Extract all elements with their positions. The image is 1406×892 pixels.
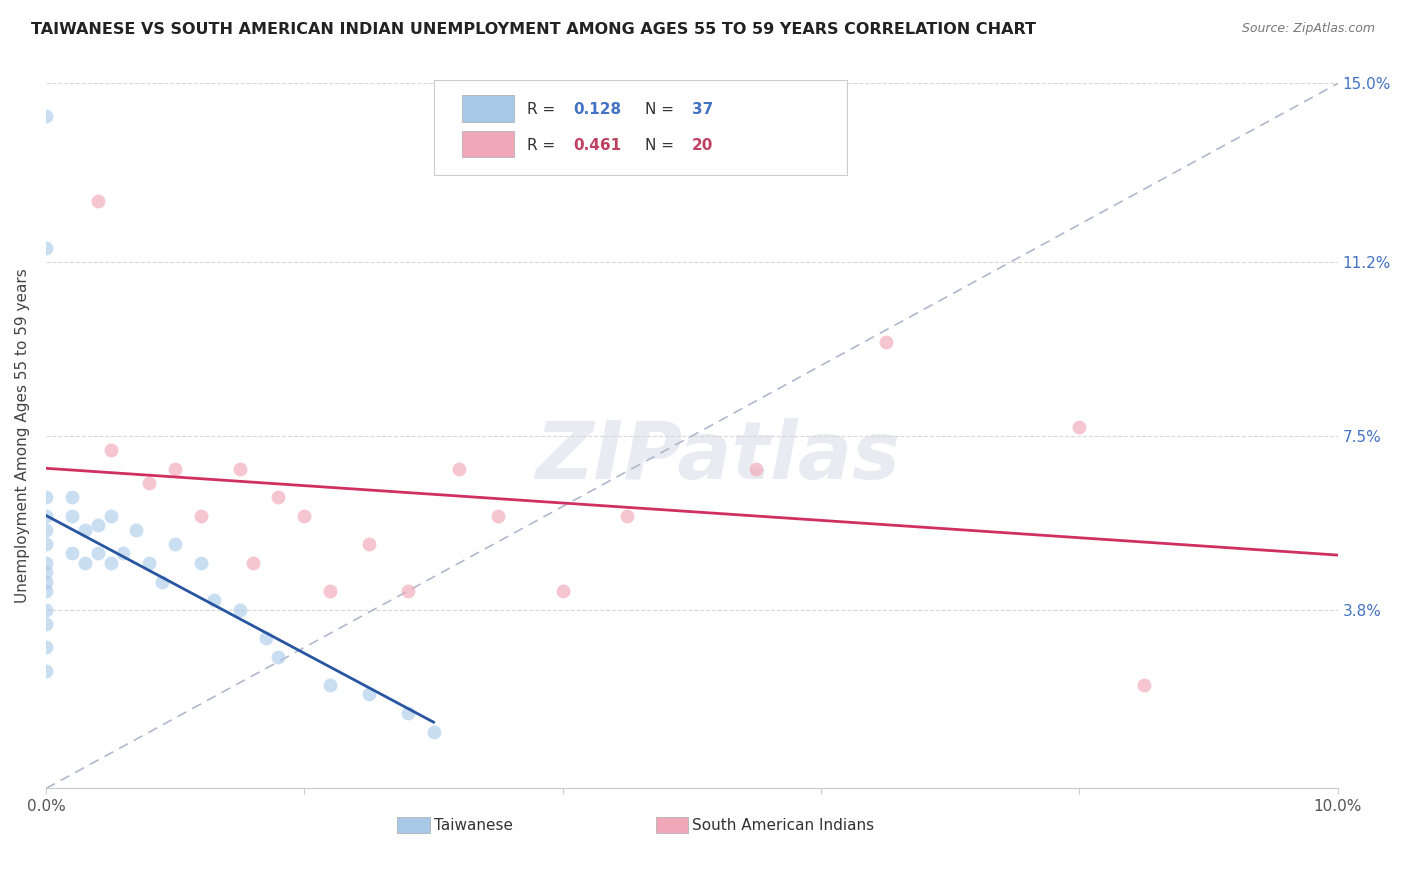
Point: [190, 556, 212, 570]
Point: [35, 241, 58, 255]
Text: R =: R =: [526, 137, 560, 153]
Point: [60, 490, 83, 504]
Text: N =: N =: [645, 103, 679, 118]
Point: [745, 462, 768, 476]
Text: N =: N =: [645, 137, 679, 153]
Point: [86, 546, 108, 560]
Point: [242, 556, 264, 570]
Point: [486, 508, 509, 523]
Point: [73, 556, 96, 570]
Point: [229, 462, 252, 476]
Text: ZIPatlas: ZIPatlas: [536, 418, 900, 496]
Point: [551, 584, 574, 599]
Point: [229, 603, 252, 617]
Point: [267, 490, 290, 504]
Point: [357, 688, 380, 702]
FancyBboxPatch shape: [433, 80, 846, 175]
Point: [35, 537, 58, 551]
Point: [35, 490, 58, 504]
Point: [35, 617, 58, 632]
Bar: [463, 95, 513, 122]
Text: 0.461: 0.461: [574, 137, 621, 153]
Point: [202, 593, 225, 607]
Point: [35, 109, 58, 123]
Point: [73, 523, 96, 537]
Point: [112, 546, 135, 560]
Point: [35, 566, 58, 580]
Point: [319, 584, 342, 599]
Point: [357, 537, 380, 551]
Text: TAIWANESE VS SOUTH AMERICAN INDIAN UNEMPLOYMENT AMONG AGES 55 TO 59 YEARS CORREL: TAIWANESE VS SOUTH AMERICAN INDIAN UNEMP…: [31, 22, 1036, 37]
Text: South American Indians: South American Indians: [692, 818, 875, 833]
Text: 37: 37: [692, 103, 713, 118]
Point: [35, 603, 58, 617]
Point: [396, 584, 419, 599]
Point: [150, 574, 173, 589]
Point: [35, 664, 58, 678]
Bar: [655, 817, 688, 833]
Text: R =: R =: [526, 103, 560, 118]
Y-axis label: Unemployment Among Ages 55 to 59 years: Unemployment Among Ages 55 to 59 years: [15, 268, 30, 603]
Point: [60, 546, 83, 560]
Point: [100, 508, 122, 523]
Point: [125, 523, 148, 537]
Point: [100, 556, 122, 570]
Text: 0.128: 0.128: [574, 103, 621, 118]
Point: [35, 523, 58, 537]
Point: [267, 649, 290, 664]
Point: [86, 518, 108, 533]
Bar: [463, 131, 513, 158]
Point: [292, 508, 315, 523]
Point: [35, 640, 58, 655]
Point: [190, 508, 212, 523]
Point: [138, 475, 160, 490]
Point: [254, 631, 277, 645]
Point: [35, 584, 58, 599]
Point: [1133, 678, 1156, 692]
Point: [616, 508, 638, 523]
Text: 20: 20: [692, 137, 713, 153]
Point: [138, 556, 160, 570]
Point: [396, 706, 419, 721]
Bar: [398, 817, 430, 833]
Point: [165, 462, 187, 476]
Point: [35, 508, 58, 523]
Point: [60, 508, 83, 523]
Point: [35, 574, 58, 589]
Point: [422, 725, 444, 739]
Point: [875, 334, 897, 349]
Text: Source: ZipAtlas.com: Source: ZipAtlas.com: [1241, 22, 1375, 36]
Point: [165, 537, 187, 551]
Point: [319, 678, 342, 692]
Point: [35, 556, 58, 570]
Point: [100, 443, 122, 458]
Point: [449, 462, 471, 476]
Point: [86, 194, 108, 208]
Text: Taiwanese: Taiwanese: [433, 818, 513, 833]
Point: [1069, 419, 1091, 434]
